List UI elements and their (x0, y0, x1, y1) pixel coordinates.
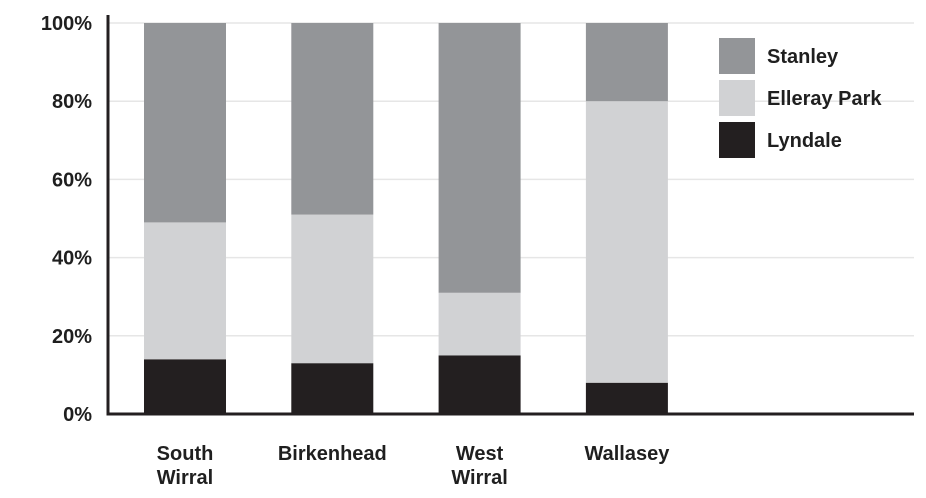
legend-label: Stanley (767, 46, 839, 68)
y-tick-label: 60% (52, 169, 92, 191)
x-tick-label: West Wirral (451, 443, 508, 489)
y-tick-label: 40% (52, 248, 92, 270)
bar-segment-stanley (585, 23, 668, 102)
y-axis-tick-labels: 0% 20% 40% 60% 80% 100% (41, 13, 92, 426)
y-tick-label: 0% (63, 404, 92, 426)
y-tick-label: 20% (52, 326, 92, 348)
bar-segment-elleray-park (438, 292, 521, 356)
y-tick-label: 80% (52, 91, 92, 113)
x-tick-label-line: Wirral (451, 467, 508, 489)
legend: Stanley Elleray Park Lyndale (719, 38, 882, 158)
legend-label: Lyndale (767, 130, 842, 152)
bar-segment-elleray-park (585, 101, 668, 383)
bar-segment-stanley (291, 23, 374, 215)
bars (144, 23, 668, 414)
x-tick-label-line: Birkenhead (278, 443, 387, 465)
bar-segment-elleray-park (291, 214, 374, 364)
x-tick-label: Wallasey (584, 443, 670, 465)
x-tick-label-line: Wallasey (584, 443, 670, 465)
bar-segment-elleray-park (144, 222, 226, 360)
bar-segment-lyndale (585, 382, 668, 414)
bar-segment-stanley (438, 23, 521, 293)
legend-label: Elleray Park (767, 88, 882, 110)
x-tick-label: South Wirral (157, 443, 214, 489)
y-tick-label: 100% (41, 13, 92, 35)
x-tick-label-line: West (456, 443, 504, 465)
bar-segment-lyndale (438, 355, 521, 414)
x-tick-label: Birkenhead (278, 443, 387, 465)
legend-swatch (719, 80, 755, 116)
legend-swatch (719, 38, 755, 74)
x-tick-label-line: South (157, 443, 214, 465)
x-tick-label-line: Wirral (157, 467, 214, 489)
bar-segment-stanley (144, 23, 226, 223)
bar-segment-lyndale (144, 359, 226, 414)
bar-segment-lyndale (291, 363, 374, 414)
legend-swatch (719, 122, 755, 158)
